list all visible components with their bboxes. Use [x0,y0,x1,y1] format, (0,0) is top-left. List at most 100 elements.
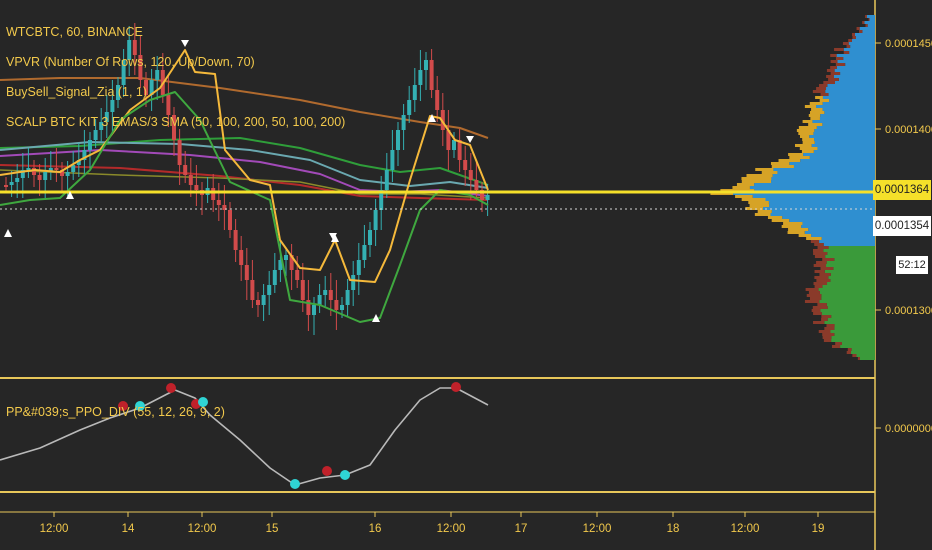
vp-bar-up [834,75,875,78]
vp-bar-down [749,204,770,207]
vp-bar-up [827,318,875,321]
candle-body [15,178,20,182]
vp-bar-down [741,180,772,183]
vp-bar-up [821,297,875,300]
candle-body [233,230,238,250]
vp-bar-up [820,309,875,312]
candle-body [222,205,227,210]
vp-bar-down [808,291,820,294]
vp-bar-down [814,270,825,273]
vp-bar-down [802,120,813,123]
time-axis[interactable]: 12:00 14 12:00 15 16 12:00 17 12:00 18 12:00 19 [40,512,825,535]
vpvr-legend[interactable]: VPVR (Number Of Rows, 120, Up/Down, 70) [6,55,255,69]
candles [4,23,490,335]
vp-bar-up [851,39,875,42]
vp-bar-up [765,198,875,201]
buysell-legend[interactable]: BuySell_Signal_Zia (1, 1) [6,85,148,99]
vp-bar-down [848,39,852,42]
vp-bar-down [813,252,828,255]
candle-body [328,290,333,300]
vp-bar-up [820,114,875,117]
candle-body [88,140,92,150]
vp-bar-up [829,99,875,102]
vp-bar-up [770,213,875,216]
vp-bar-up [822,108,875,111]
vp-bar-up [777,171,875,174]
ppo-bearish-marker [451,382,461,392]
vp-bar-down [789,156,810,159]
ppo-bullish-marker [135,401,145,411]
vp-bar-up [825,90,875,93]
candle-body [368,230,372,245]
vp-bar-up [800,159,875,162]
time-tick: 17 [515,523,528,535]
vp-bar-down [819,84,828,87]
vp-bar-down [736,183,755,186]
vp-bar-down [771,219,790,222]
vp-bar-down [802,141,815,144]
sell-stop-line [0,49,489,283]
candle-body [127,40,132,60]
time-tick: 16 [369,523,382,535]
vp-bar-down [778,159,801,162]
vp-bar-down [826,69,835,72]
candle-body [99,122,104,130]
candle-body [272,270,277,285]
vp-bar-up [816,105,875,108]
vp-bar-up [814,141,875,144]
vp-bar-up [804,231,875,234]
candle-body [149,80,154,95]
sell-triangle [329,233,337,240]
price-tick: 0.0001400 [885,124,932,136]
candle-body [256,300,260,305]
vp-bar-up [834,81,875,84]
candle-body [216,200,221,205]
vp-bar-up [819,117,875,120]
vp-bar-down [821,315,832,318]
vp-bar-down [857,357,860,360]
vp-bar-up [828,276,875,279]
candle-body [317,295,322,305]
symbol-legend[interactable]: WTCBTC, 60, BINANCE [6,25,143,39]
candle-body [390,150,395,170]
time-tick: 12:00 [437,523,466,535]
ppo-axis[interactable]: 0.0000000 [875,423,932,435]
vp-bar-up [862,30,875,33]
vp-bar-up [819,291,875,294]
vp-bar-down [767,216,783,219]
ppo-legend[interactable]: PP&#039;s_PPO_DIV (55, 12, 26, 9, 2) [6,405,225,419]
candle-body [26,168,31,170]
ppo-bullish-marker [340,470,350,480]
vp-bar-down [851,33,855,36]
vp-bar-down [812,249,824,252]
vp-bar-down [787,231,805,234]
vp-bar-up [836,54,875,57]
ppo-bullish-marker [198,397,208,407]
vp-bar-up [849,51,875,54]
candle-body [356,260,361,275]
candle-body [138,55,143,80]
sell-triangle [181,40,189,47]
candle-body [278,260,283,270]
vp-bar-down [835,342,842,345]
vp-bar-up [811,234,875,237]
price-axis[interactable]: 0.0001450 0.0001400 0.0001300 [875,38,932,317]
candle-body [424,60,428,70]
vp-bar-down [816,87,827,90]
vp-bar-down [806,294,822,297]
candle-body [306,300,311,315]
vp-bar-up [823,249,875,252]
vp-bar-up [763,207,875,210]
candle-body [144,80,148,95]
vp-bar-down [802,138,815,141]
vp-bar-up [771,177,875,180]
vp-bar-up [859,357,875,360]
time-tick: 12:00 [583,523,612,535]
vp-bar-up [818,288,875,291]
vp-bar-up [824,321,875,324]
candle-body [250,280,255,300]
vp-bar-down [818,330,831,333]
candle-body [379,190,384,210]
scalp-legend[interactable]: SCALP BTC KIT 3 EMAS/3 SMA (50, 100, 200… [6,115,346,129]
